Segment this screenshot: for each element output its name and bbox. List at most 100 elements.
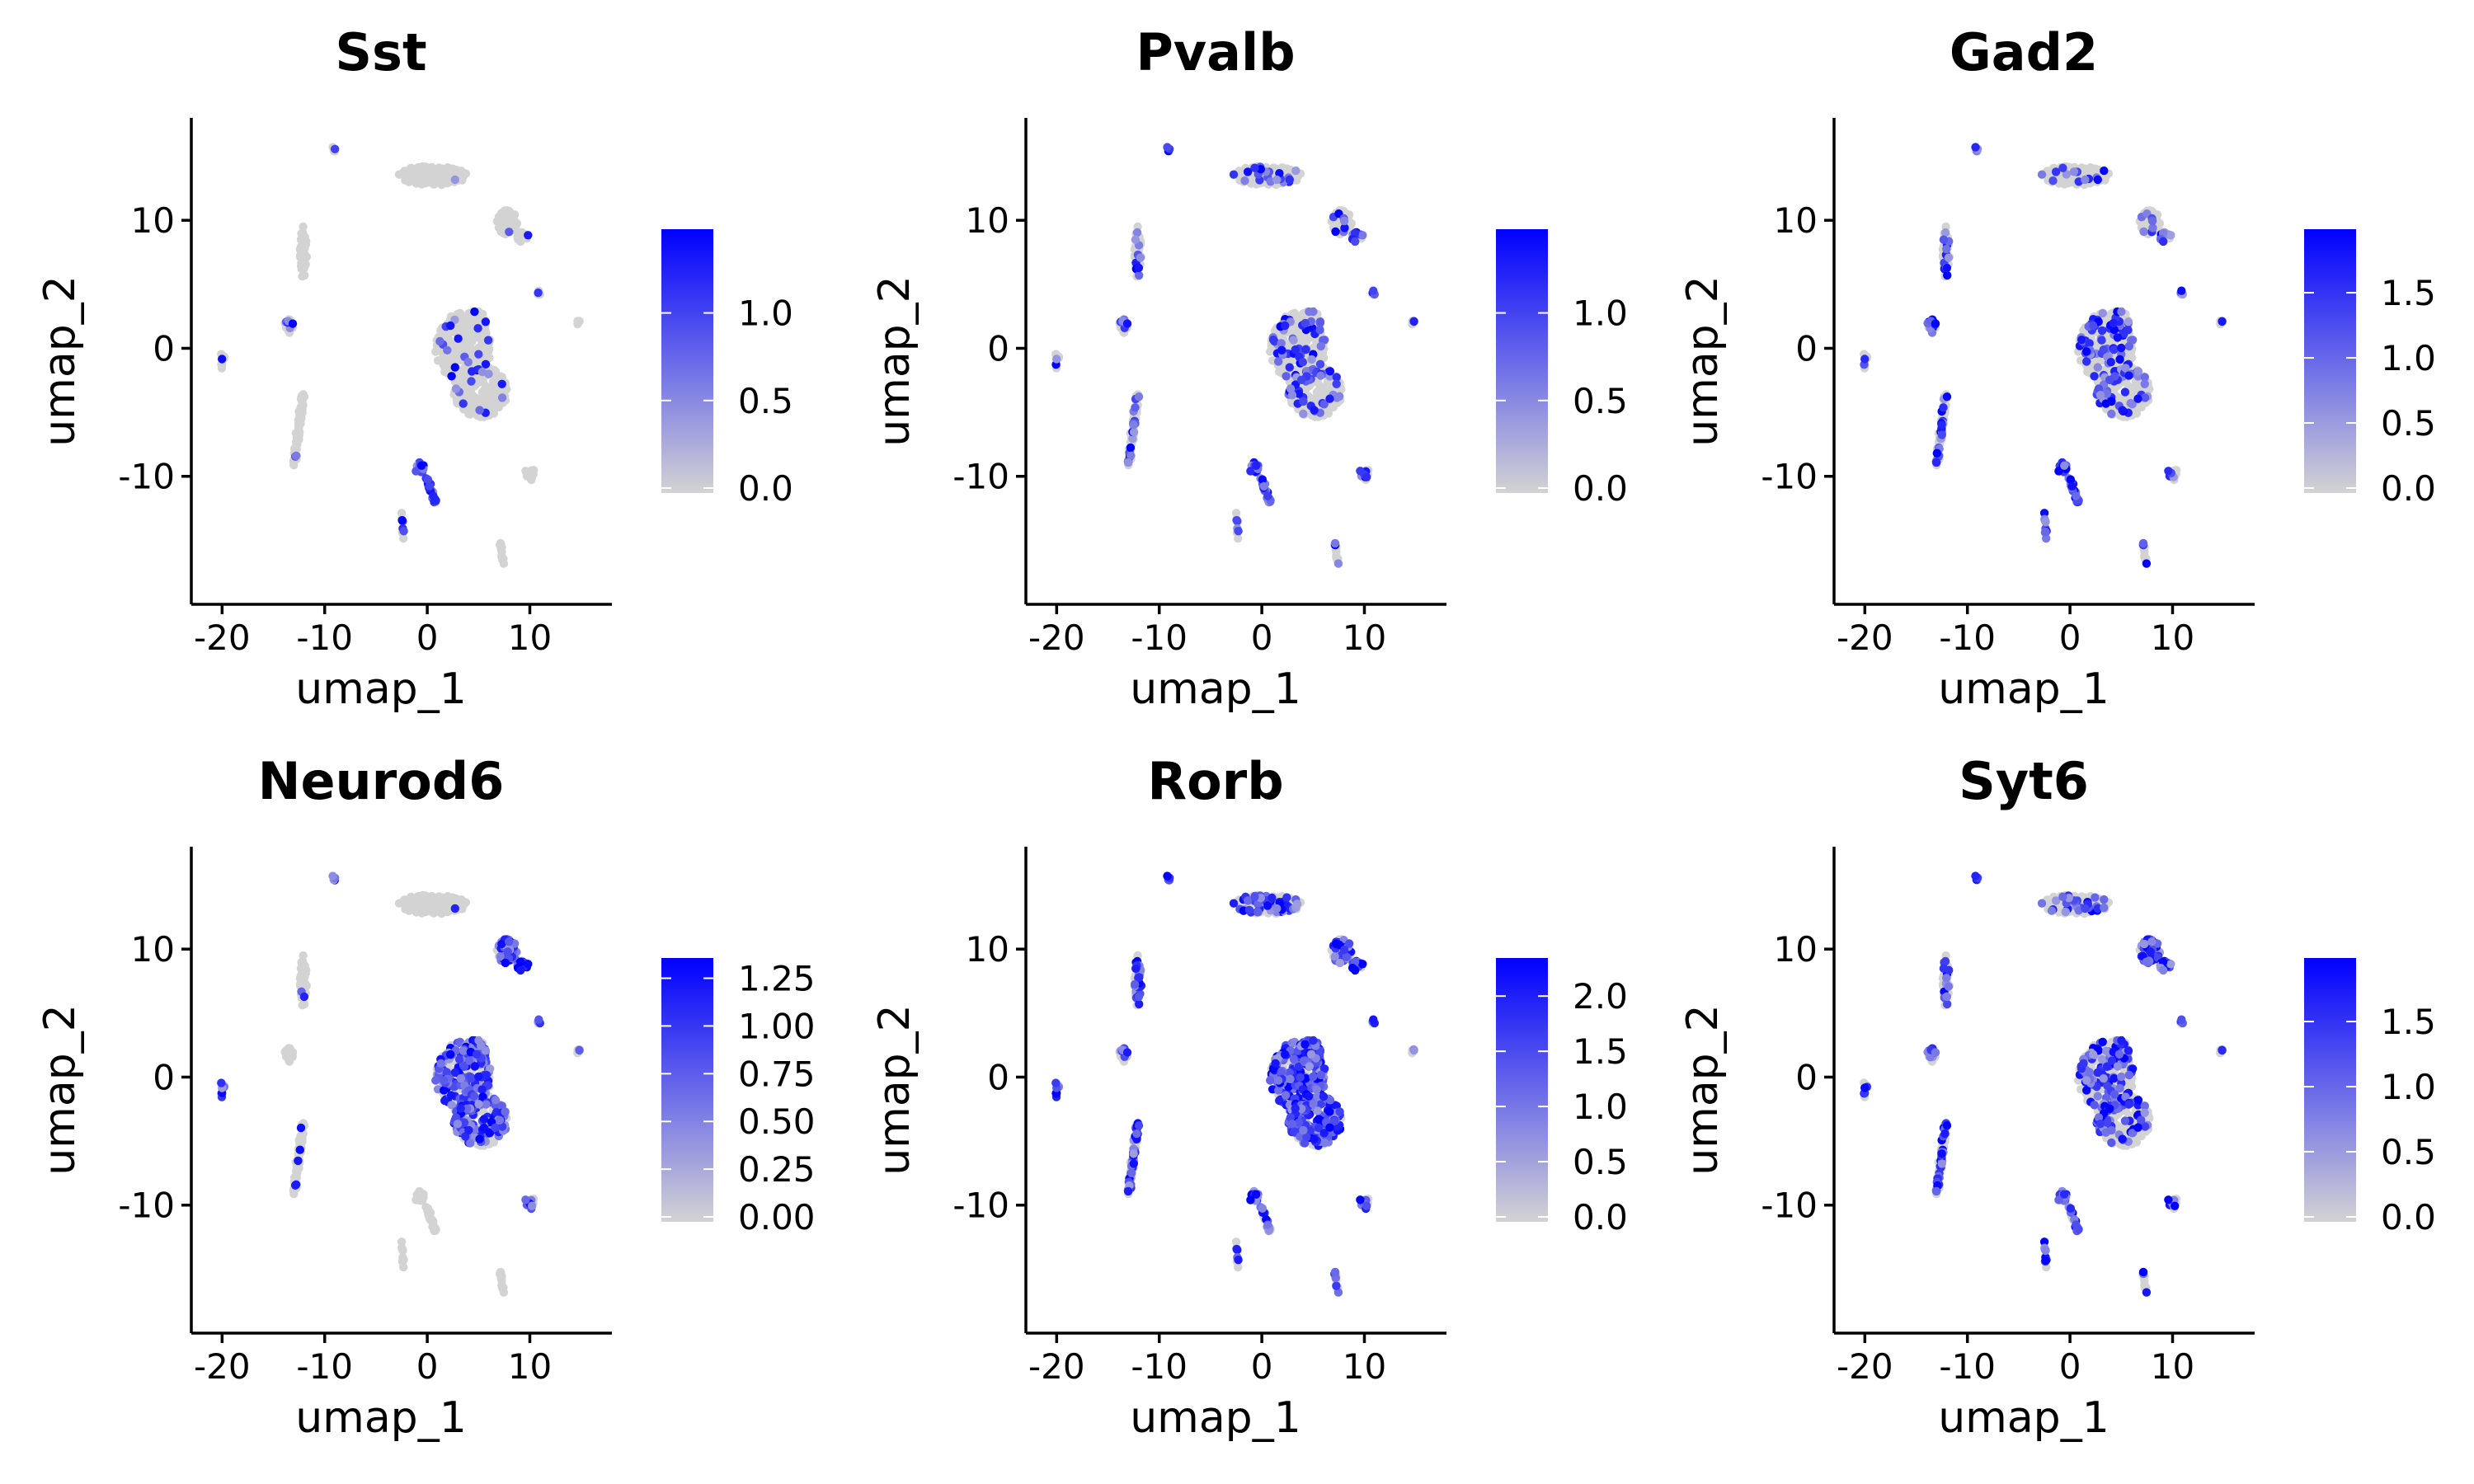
data-point <box>2081 175 2090 185</box>
data-point <box>425 1210 434 1220</box>
data-point <box>2041 517 2050 527</box>
x-tick-label: -20 <box>194 618 251 658</box>
data-point <box>471 317 481 326</box>
data-point <box>2147 216 2157 226</box>
panel-neurod6: Neurod6-20 -10 0 10-10010umap_1umap_20.000.… <box>35 751 816 1443</box>
data-point <box>288 1048 298 1057</box>
data-point <box>300 999 309 1009</box>
data-point <box>1942 392 1952 402</box>
data-point <box>1163 143 1172 152</box>
data-point <box>1942 263 1952 273</box>
data-point <box>1325 1123 1334 1132</box>
data-point <box>398 1256 407 1266</box>
data-point <box>2091 164 2100 173</box>
data-point <box>444 334 454 343</box>
data-point <box>497 379 506 388</box>
data-point <box>446 1091 456 1100</box>
data-point <box>330 144 340 153</box>
data-point <box>1131 403 1140 412</box>
data-point <box>1356 1195 1365 1205</box>
data-point <box>1281 1050 1290 1059</box>
data-point <box>474 1100 483 1109</box>
y-axis-label: umap_2 <box>1678 275 1728 447</box>
data-point <box>1134 263 1144 273</box>
data-point <box>293 1168 302 1178</box>
data-point <box>218 355 227 364</box>
data-point <box>1332 379 1341 388</box>
data-point <box>1944 253 1954 262</box>
data-point <box>462 385 471 394</box>
data-point <box>1315 317 1325 326</box>
x-tick-label: -20 <box>1837 618 1893 658</box>
data-point <box>491 394 500 403</box>
data-point <box>1132 228 1142 237</box>
data-point <box>2128 383 2138 392</box>
data-point <box>398 1246 407 1256</box>
data-point <box>1252 1190 1261 1199</box>
legend-tick-label: 0.5 <box>1573 381 1628 421</box>
x-axis-label: umap_1 <box>295 1393 467 1443</box>
data-point <box>2177 286 2186 295</box>
data-point <box>1123 458 1133 467</box>
data-point <box>473 324 482 333</box>
data-point <box>475 1134 484 1144</box>
data-point <box>2140 379 2149 388</box>
x-axis-label: umap_1 <box>1938 665 2109 714</box>
y-axis-label: umap_2 <box>870 1004 920 1176</box>
data-point <box>1971 143 1980 152</box>
data-point <box>496 1267 506 1277</box>
data-point <box>1285 175 1295 185</box>
legend-tick-label: 1.0 <box>1573 294 1628 334</box>
data-point <box>416 892 425 901</box>
data-point <box>1163 871 1172 881</box>
y-tick-label: 0 <box>1795 328 1818 369</box>
data-point <box>2109 345 2119 355</box>
data-point <box>1300 318 1310 328</box>
data-point <box>1369 1015 1378 1024</box>
data-point <box>1351 965 1360 975</box>
y-tick-label: 10 <box>966 929 1009 970</box>
data-point <box>295 411 304 420</box>
data-point <box>2099 345 2108 355</box>
data-point <box>434 894 443 904</box>
legend-tick-label: 0.0 <box>1573 1197 1628 1237</box>
y-tick-label: 0 <box>153 1057 175 1097</box>
data-point <box>2097 336 2106 345</box>
data-point <box>295 251 305 261</box>
data-point <box>1240 176 1249 186</box>
x-axis-label: umap_1 <box>295 665 467 714</box>
color-legend-bar <box>2304 229 2356 493</box>
data-point <box>1123 1186 1133 1196</box>
data-point <box>453 1120 463 1129</box>
data-point <box>298 400 307 410</box>
data-point <box>1335 958 1345 968</box>
data-point <box>478 378 487 387</box>
data-point <box>291 1180 301 1190</box>
data-point <box>1315 359 1325 369</box>
scatter-points <box>1051 871 1418 1297</box>
data-point <box>1268 893 1277 903</box>
data-point <box>2218 317 2227 326</box>
panel-title: Gad2 <box>1950 22 2098 82</box>
data-point <box>1314 1115 1324 1124</box>
data-point <box>447 372 456 381</box>
color-legend: 0.00.51.0 <box>1496 229 1628 509</box>
legend-tick-label: 0.75 <box>738 1054 816 1094</box>
data-point <box>1258 1204 1268 1213</box>
data-point <box>1282 372 1291 381</box>
data-point <box>439 1076 449 1085</box>
data-point <box>412 467 421 476</box>
data-point <box>2113 333 2123 342</box>
color-legend-bar <box>661 229 713 493</box>
x-tick-label: 10 <box>508 1346 552 1387</box>
data-point <box>1339 945 1349 955</box>
data-point <box>1266 347 1275 356</box>
data-point <box>1325 394 1334 403</box>
data-point <box>521 467 530 476</box>
data-point <box>2077 336 2086 345</box>
data-point <box>470 1062 480 1071</box>
data-point <box>475 406 484 415</box>
data-point <box>1313 1106 1322 1115</box>
data-point <box>1271 1059 1280 1068</box>
data-point <box>1333 559 1343 568</box>
